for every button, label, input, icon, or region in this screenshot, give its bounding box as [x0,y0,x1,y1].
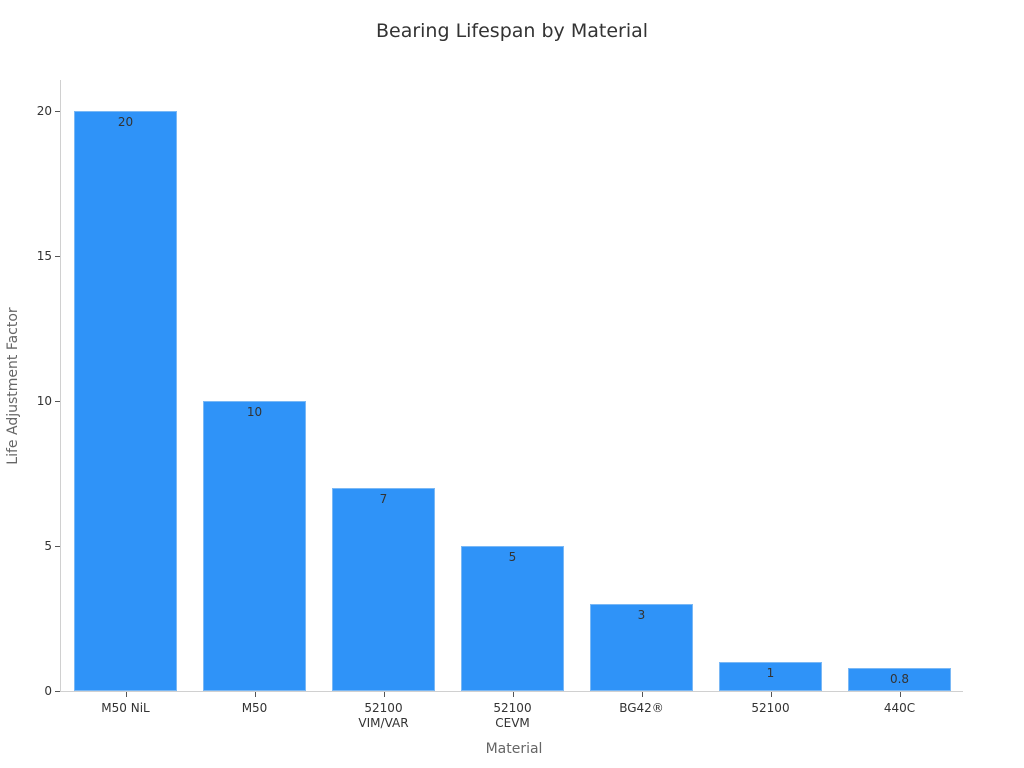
x-tick-label: 52100 VIM/VAR [358,701,409,730]
x-tick-label: 440C [883,701,916,715]
chart-title: Bearing Lifespan by Material [375,20,649,42]
bar-value-label: 20 [117,115,134,129]
y-axis-line [60,80,61,692]
bar: 3 [590,604,693,691]
bar: 7 [332,488,435,691]
y-tick-label: 15 [36,249,52,263]
x-axis-line [60,691,963,692]
bar-value-label: 7 [379,492,388,506]
y-tick-label: 20 [36,104,52,118]
x-tick-mark [771,692,772,697]
y-tick-mark [55,256,60,257]
x-tick-mark [513,692,514,697]
x-axis-title: Material [485,741,543,757]
bar-value-label: 5 [508,550,517,564]
bar-value-label: 1 [766,666,775,680]
y-tick-mark [55,111,60,112]
x-tick-mark [384,692,385,697]
bar: 10 [203,401,306,691]
bar: 1 [719,662,822,691]
bar: 20 [74,111,177,691]
y-tick-mark [55,546,60,547]
x-tick-label: BG42® [619,701,664,715]
y-axis-title: Life Adjustment Factor [5,307,21,465]
x-tick-mark [642,692,643,697]
y-tick-label: 0 [44,684,52,698]
x-tick-label: M50 [241,701,268,715]
x-tick-mark [900,692,901,697]
y-tick-label: 5 [44,539,52,553]
y-tick-mark [55,691,60,692]
x-tick-label: 52100 CEVM [493,701,532,730]
x-tick-label: 52100 [751,701,790,715]
bar-value-label: 0.8 [889,671,910,686]
bar-value-label: 3 [637,608,646,622]
x-tick-mark [255,692,256,697]
y-tick-label: 10 [36,394,52,408]
y-tick-mark [55,401,60,402]
bar: 0.8 [848,667,951,691]
x-tick-mark [126,692,127,697]
bar: 5 [461,546,564,691]
x-tick-label: M50 NiL [101,701,150,715]
bar-value-label: 10 [246,405,263,419]
